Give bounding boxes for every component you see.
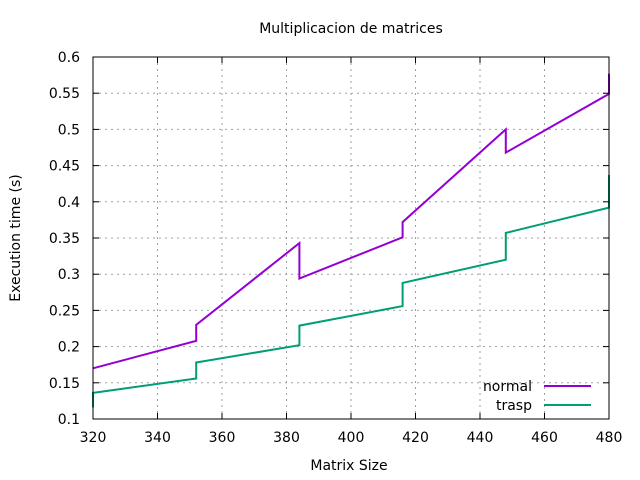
x-tick-label: 480 bbox=[596, 430, 623, 446]
y-tick-label: 0.1 bbox=[58, 412, 80, 428]
series-lines bbox=[92, 73, 610, 408]
x-tick-label: 420 bbox=[402, 430, 429, 446]
axis-ticks bbox=[92, 56, 610, 420]
y-tick-label: 0.5 bbox=[58, 122, 80, 138]
x-tick-label: 320 bbox=[80, 430, 107, 446]
series-line-normal bbox=[92, 73, 610, 370]
x-tick-label: 380 bbox=[273, 430, 300, 446]
x-axis-label: Matrix Size bbox=[310, 458, 387, 474]
legend-label-trasp: trasp bbox=[496, 398, 532, 414]
legend: normal trasp bbox=[483, 379, 591, 414]
y-tick-label: 0.6 bbox=[58, 50, 80, 66]
chart-title: Multiplicacion de matrices bbox=[259, 21, 443, 37]
y-tick-label: 0.2 bbox=[58, 340, 80, 356]
y-tick-label: 0.35 bbox=[49, 231, 80, 247]
y-tick-label: 0.55 bbox=[49, 86, 80, 102]
x-tick-label: 340 bbox=[144, 430, 171, 446]
x-tick-label: 360 bbox=[209, 430, 236, 446]
tick-labels: 320 340 360 380 400 420 440 460 480 0.1 0.15 0.2 0.2… bbox=[49, 50, 623, 446]
series-line-trasp bbox=[92, 175, 610, 408]
y-tick-label: 0.3 bbox=[58, 267, 80, 283]
x-tick-label: 460 bbox=[531, 430, 558, 446]
y-tick-label: 0.25 bbox=[49, 303, 80, 319]
legend-label-normal: normal bbox=[483, 379, 532, 395]
x-tick-label: 440 bbox=[467, 430, 494, 446]
y-tick-label: 0.15 bbox=[49, 376, 80, 392]
y-tick-label: 0.4 bbox=[58, 195, 80, 211]
y-tick-label: 0.45 bbox=[49, 159, 80, 175]
y-axis-label: Execution time (s) bbox=[8, 174, 24, 301]
x-tick-label: 400 bbox=[338, 430, 365, 446]
grid-lines bbox=[93, 57, 609, 419]
